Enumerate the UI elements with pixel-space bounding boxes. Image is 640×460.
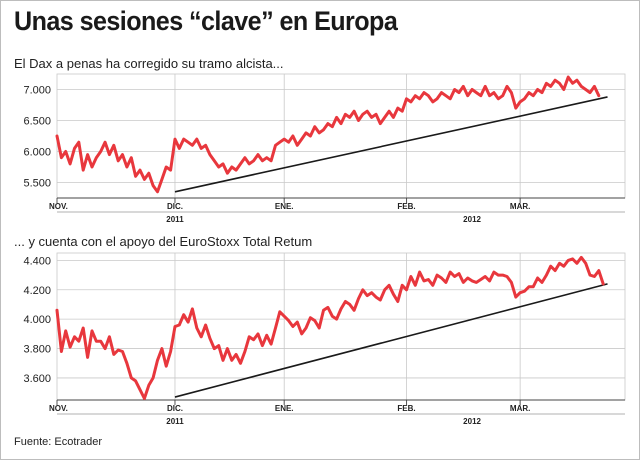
chart-2-x-month-label: ENE. <box>275 404 294 413</box>
chart-1-y-tick-label: 7.000 <box>23 85 51 97</box>
chart-2-y-tick-label: 4.200 <box>23 285 51 297</box>
chart-2-y-tick-label: 3.600 <box>23 373 51 385</box>
chart-1-x-month-label: MAR. <box>510 202 530 211</box>
chart-1-series-line <box>55 75 601 194</box>
source-note: Fuente: Ecotrader <box>14 436 103 448</box>
chart-2-x-month-label: DIC. <box>167 404 183 413</box>
chart-1-x-month-label: NOV. <box>49 202 68 211</box>
chart-2-x-month-label: NOV. <box>49 404 68 413</box>
page-title: Unas sesiones “clave” en Europa <box>14 6 398 36</box>
chart-2-y-tick-label: 4.000 <box>23 314 51 326</box>
chart-1-x-year-label: 2012 <box>463 215 481 224</box>
chart-2-x-month-label: FEB. <box>397 404 415 413</box>
chart-2-trendline <box>174 283 608 398</box>
chart-1-x-year-label: 2011 <box>166 215 184 224</box>
chart-2-x-year-label: 2012 <box>463 417 481 426</box>
chart-1-trendline <box>174 96 608 193</box>
chart-2-title: ... y cuenta con el apoyo del EuroStoxx … <box>14 234 313 249</box>
chart-1-title: El Dax a penas ha corregido su tramo alc… <box>14 56 284 71</box>
chart-1-x-month-label: FEB. <box>397 202 415 211</box>
chart-1-y-tick-label: 5.500 <box>23 178 51 190</box>
chart-1-y-tick-label: 6.500 <box>23 116 51 128</box>
chart-2-series-line <box>55 255 605 400</box>
chart-1-x-month-label: ENE. <box>275 202 294 211</box>
chart-2-x-year-label: 2011 <box>166 417 184 426</box>
chart-1-x-month-label: DIC. <box>167 202 183 211</box>
chart-2-y-tick-label: 3.800 <box>23 344 51 356</box>
chart-2-y-tick-label: 4.400 <box>23 255 51 267</box>
chart-1-y-tick-label: 6.000 <box>23 147 51 159</box>
chart-2-x-month-label: MAR. <box>510 404 530 413</box>
